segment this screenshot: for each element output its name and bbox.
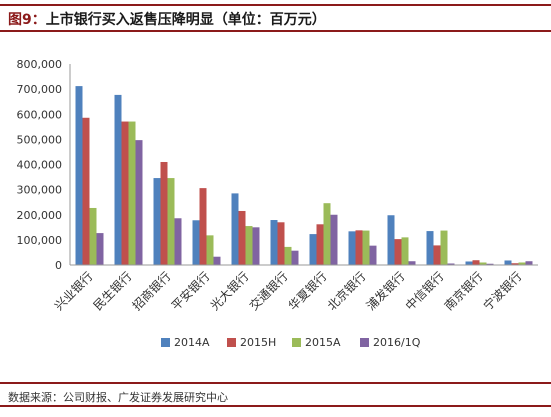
bar-2015H-11 <box>511 263 519 265</box>
x-tick-label: 宁波银行 <box>480 269 525 314</box>
bar-2015A-8 <box>401 237 409 265</box>
bar-2016-1Q-2 <box>174 218 182 265</box>
bar-2015A-1 <box>128 121 136 265</box>
bar-2015H-9 <box>433 245 441 265</box>
bar-2016-1Q-5 <box>291 250 299 265</box>
bar-2014A-0 <box>75 86 83 265</box>
bar-2015H-0 <box>82 117 90 265</box>
legend-label: 2014A <box>174 336 210 349</box>
bar-group <box>75 86 533 265</box>
bar-2015H-10 <box>472 260 480 265</box>
bar-2014A-3 <box>192 220 200 265</box>
bar-2016-1Q-7 <box>369 245 377 265</box>
bar-2016-1Q-1 <box>135 140 143 265</box>
bar-2015H-5 <box>277 222 285 265</box>
x-tick-label: 北京银行 <box>325 269 369 313</box>
legend-swatch <box>161 338 170 347</box>
bar-2016-1Q-10 <box>486 263 494 265</box>
bar-2015H-4 <box>238 210 246 265</box>
title-bottom-rule <box>0 30 551 32</box>
y-tick-label: 600,000 <box>17 108 63 121</box>
x-tick-label: 南京银行 <box>441 269 486 314</box>
bar-2014A-6 <box>309 234 317 265</box>
y-axis: 0 100,000 200,000 300,000 400,000 500,000 600,… <box>17 58 71 272</box>
figure-title: 图9：上市银行买入返售压降明显（单位：百万元） <box>8 9 326 29</box>
bar-2015A-7 <box>362 230 370 265</box>
bar-2014A-7 <box>348 231 356 265</box>
bar-2014A-4 <box>231 193 239 265</box>
bar-2014A-9 <box>426 231 434 265</box>
y-tick-label: 400,000 <box>17 159 63 172</box>
y-tick-label: 700,000 <box>17 83 63 96</box>
bar-chart: 0 100,000 200,000 300,000 400,000 500,000 600,… <box>17 58 538 349</box>
legend-label: 2015H <box>240 336 276 349</box>
bar-2016-1Q-6 <box>330 214 338 265</box>
legend-label: 2016/1Q <box>373 336 421 349</box>
x-tick-label: 浦发银行 <box>363 269 408 314</box>
bar-2014A-2 <box>153 178 161 265</box>
x-tick-label: 光大银行 <box>208 269 252 313</box>
bar-2016-1Q-4 <box>252 227 260 265</box>
bar-2016-1Q-0 <box>96 233 104 265</box>
source-note: 数据来源：公司财报、广发证券发展研究中心 <box>8 391 228 404</box>
legend-swatch <box>227 338 236 347</box>
bar-2015H-8 <box>394 239 402 265</box>
bar-2015H-7 <box>355 230 363 265</box>
title-top-rule <box>0 4 551 6</box>
bar-2016-1Q-9 <box>447 263 455 265</box>
bar-2015H-1 <box>121 121 129 265</box>
x-tick-label: 兴业银行 <box>52 269 96 313</box>
bar-2015A-5 <box>284 246 292 265</box>
source-bottom-rule <box>0 405 551 407</box>
bar-2016-1Q-11 <box>525 261 533 265</box>
x-tick-label: 交通银行 <box>246 269 291 314</box>
x-tick-label: 民生银行 <box>91 269 135 313</box>
bar-2014A-11 <box>504 260 512 265</box>
x-tick-label: 华夏银行 <box>286 269 330 313</box>
bar-2015A-11 <box>518 262 526 265</box>
bar-2015A-6 <box>323 203 331 265</box>
bar-2015A-10 <box>479 262 487 265</box>
bar-2015A-3 <box>206 235 214 265</box>
y-tick-label: 500,000 <box>17 133 63 146</box>
bar-2016-1Q-3 <box>213 256 221 265</box>
source-top-rule <box>0 382 551 384</box>
legend: 2014A 2015H 2015A 2016/1Q <box>161 336 421 349</box>
bar-2014A-10 <box>465 261 473 265</box>
bar-2015A-9 <box>440 230 448 265</box>
figure-number: 图9： <box>8 12 46 28</box>
y-tick-label: 100,000 <box>17 234 63 247</box>
legend-swatch <box>360 338 369 347</box>
bar-2015A-0 <box>89 207 97 265</box>
y-tick-label: 0 <box>55 259 62 272</box>
y-tick-label: 800,000 <box>17 58 63 71</box>
x-tick-label: 中信银行 <box>402 269 447 314</box>
y-tick-label: 300,000 <box>17 184 63 197</box>
bar-2016-1Q-8 <box>408 261 416 265</box>
legend-swatch <box>292 338 301 347</box>
figure-title-text: 上市银行买入返售压降明显（单位：百万元） <box>45 12 326 28</box>
y-tick-label: 200,000 <box>17 209 63 222</box>
bar-2015H-3 <box>199 188 207 265</box>
bar-2014A-8 <box>387 215 395 265</box>
bar-2015A-2 <box>167 178 175 265</box>
bar-2014A-1 <box>114 94 122 265</box>
bar-2015A-4 <box>245 226 253 265</box>
bar-2015H-6 <box>316 224 324 265</box>
x-tick-label: 平安银行 <box>168 269 213 314</box>
x-axis: 兴业银行民生银行招商银行平安银行光大银行交通银行华夏银行北京银行浦发银行中信银行… <box>52 264 538 314</box>
x-tick-label: 招商银行 <box>129 269 174 314</box>
bar-2014A-5 <box>270 220 278 265</box>
bar-2015H-2 <box>160 161 168 265</box>
legend-label: 2015A <box>305 336 341 349</box>
